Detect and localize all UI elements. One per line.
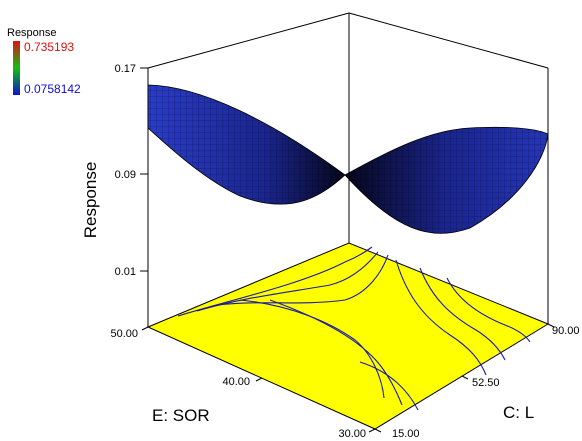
legend-min-label: 0.0758142 xyxy=(24,82,81,96)
z-axis-title: Response xyxy=(81,162,100,239)
z-tick-label: 0.01 xyxy=(115,266,136,278)
legend-max-label: 0.735193 xyxy=(24,40,74,54)
response-surface xyxy=(147,84,549,234)
z-tick-label: 0.17 xyxy=(115,63,136,75)
x-tick-label: 40.00 xyxy=(222,376,250,388)
x-tick-mark xyxy=(141,326,149,331)
z-axis: 0.17 0.09 0.01 xyxy=(115,63,148,278)
x-tick-mark xyxy=(368,428,376,433)
surface-left-mesh xyxy=(148,85,345,205)
x-tick-label: 30.00 xyxy=(338,428,366,440)
top-left-edge xyxy=(147,12,350,69)
z-tick-label: 0.09 xyxy=(115,169,136,181)
contour-line xyxy=(217,254,389,306)
contour-line xyxy=(446,277,531,343)
surface-right-mesh xyxy=(345,127,548,234)
y-tick-mark xyxy=(547,323,555,328)
contour-line xyxy=(269,299,403,406)
y-axis: 15.00 52.50 90.00 xyxy=(374,323,580,440)
contour-line xyxy=(419,267,506,361)
floor-plane xyxy=(146,242,550,430)
top-right-edge xyxy=(348,12,549,69)
legend-title: Response xyxy=(7,27,57,39)
floor-contours xyxy=(177,246,531,411)
y-tick-mark xyxy=(461,375,469,380)
contour-line xyxy=(196,251,379,312)
y-tick-label: 90.00 xyxy=(552,325,580,337)
y-tick-label: 52.50 xyxy=(472,377,500,389)
x-axis-title: E: SOR xyxy=(152,406,210,425)
y-axis-title: C: L xyxy=(503,403,534,422)
x-tick-mark xyxy=(255,377,263,382)
legend-color-bar xyxy=(13,41,20,95)
y-tick-label: 15.00 xyxy=(392,428,420,440)
x-axis: 50.00 40.00 30.00 xyxy=(110,326,376,440)
y-tick-mark xyxy=(374,428,382,433)
contour-line xyxy=(359,361,419,411)
contour-line xyxy=(177,246,373,317)
x-tick-label: 50.00 xyxy=(110,328,138,340)
contour-line xyxy=(239,299,385,399)
contour-line xyxy=(395,259,487,376)
box-frame xyxy=(147,12,549,327)
